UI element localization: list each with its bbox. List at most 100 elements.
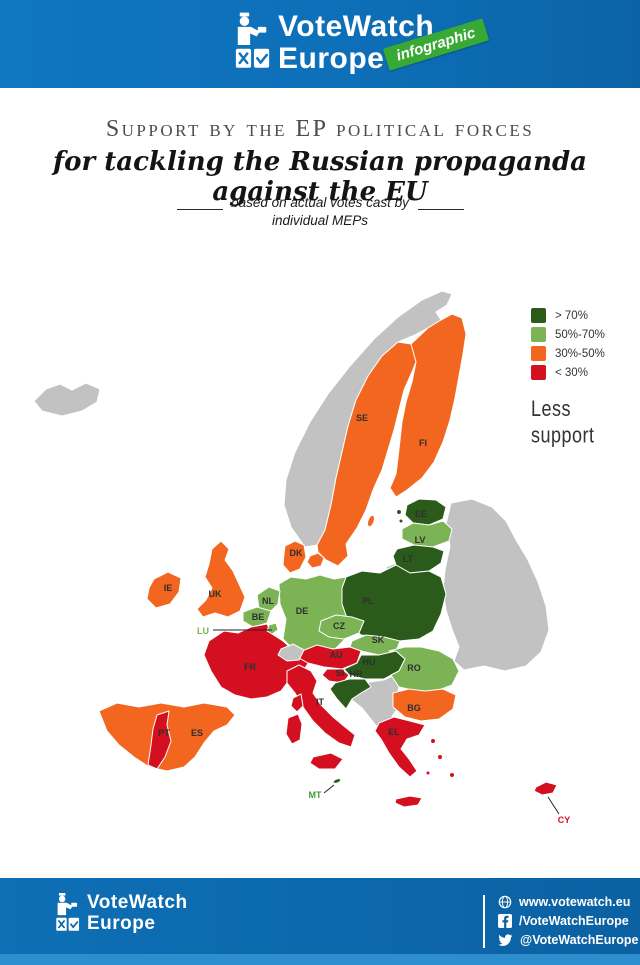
ballot-box-icon — [56, 893, 80, 931]
country-label-hr: HR — [350, 669, 363, 679]
country-switzerland — [277, 643, 305, 662]
island-aegean-3 — [425, 770, 431, 776]
subtitle-note-line1: based on actual votes cast by — [231, 195, 409, 210]
footer-link-twitter[interactable]: @VoteWatchEurope — [498, 933, 638, 947]
island-crete — [394, 795, 423, 808]
footer-divider — [483, 895, 485, 948]
footer-bottom-strip — [0, 954, 640, 965]
country-label-ee: EE — [415, 509, 427, 519]
country-label-ro: RO — [407, 663, 421, 673]
country-label-it: IT — [316, 697, 325, 707]
country-belgium — [242, 606, 272, 628]
legend-swatch-50-70 — [531, 327, 546, 342]
header-banner: VoteWatch Europe infographic — [0, 0, 640, 88]
country-united-kingdom — [196, 540, 246, 618]
country-croatia — [329, 678, 372, 710]
island-hiiumaa — [398, 518, 404, 524]
country-estonia — [404, 498, 447, 526]
legend-swatch-lt30 — [531, 365, 546, 380]
brand-line2: Europe — [278, 42, 385, 75]
country-cyprus — [533, 781, 558, 796]
country-label-hu: HU — [363, 657, 376, 667]
country-label-fr: FR — [244, 662, 256, 672]
country-malta — [332, 778, 342, 784]
page-title: Support by the EP political forces — [105, 116, 535, 142]
country-czechia — [318, 614, 365, 640]
legend-swatch-gt70 — [531, 308, 546, 323]
country-iceland — [33, 382, 101, 417]
globe-icon — [498, 895, 512, 909]
country-label-si: SI — [336, 668, 345, 678]
island-sicily — [309, 752, 344, 770]
country-ireland — [146, 571, 182, 609]
country-label-de: DE — [296, 606, 309, 616]
country-label-be: BE — [252, 612, 265, 622]
subtitle-note-line2: individual MEPs — [271, 212, 369, 228]
country-label-cz: CZ — [333, 621, 345, 631]
country-label-lv: LV — [415, 535, 426, 545]
footer-link-facebook-text: /VoteWatchEurope — [519, 914, 629, 928]
footer-banner: VoteWatch Europe www.votewatch.eu /VoteW — [0, 878, 640, 965]
country-label-bg: BG — [407, 703, 421, 713]
island-rhodes — [449, 772, 455, 778]
footer-link-website[interactable]: www.votewatch.eu — [498, 895, 638, 909]
country-label-lt: LT — [403, 554, 414, 564]
legend-row-lt30: < 30% — [531, 365, 636, 380]
country-portugal — [147, 710, 172, 770]
ballot-box-icon — [235, 12, 270, 68]
legend-label-gt70: > 70% — [555, 309, 588, 322]
legend-caption: Less support — [531, 396, 595, 448]
country-lithuania — [392, 544, 445, 574]
facebook-icon — [498, 914, 512, 928]
footer-brand-line1: VoteWatch — [87, 892, 188, 913]
footer-link-facebook[interactable]: /VoteWatchEurope — [498, 914, 638, 928]
twitter-icon — [498, 933, 513, 946]
footer-links: www.votewatch.eu /VoteWatchEurope @VoteW… — [498, 895, 638, 952]
country-denmark — [282, 540, 307, 574]
footer-brand-line2: Europe — [87, 913, 156, 934]
legend-row-gt70: > 70% — [531, 308, 636, 323]
footer-link-twitter-text: @VoteWatchEurope — [520, 933, 639, 947]
country-label-mt: MT — [309, 790, 322, 800]
malta-pointer-line — [323, 784, 335, 794]
votewatch-logo: VoteWatch Europe — [234, 11, 434, 77]
footer-link-website-text: www.votewatch.eu — [519, 895, 631, 909]
country-label-lu: LU — [197, 626, 209, 636]
legend-label-30-50: 30%-50% — [555, 347, 605, 360]
country-greece — [374, 716, 426, 778]
country-luxembourg — [266, 622, 279, 635]
country-latvia — [401, 520, 453, 548]
footer-votewatch-logo: VoteWatch Europe — [55, 892, 188, 937]
country-label-se: SE — [356, 413, 368, 423]
country-label-pt: PT — [158, 728, 170, 738]
country-label-dk: DK — [290, 548, 303, 558]
country-bulgaria — [392, 688, 457, 722]
country-east-noneu — [442, 498, 550, 672]
country-germany — [278, 574, 350, 655]
island-corsica — [290, 693, 304, 713]
country-label-cy: CY — [558, 815, 571, 825]
country-label-fi: FI — [419, 438, 427, 448]
island-sardinia — [285, 713, 303, 745]
island-aegean-1 — [430, 738, 436, 744]
legend-row-30-50: 30%-50% — [531, 346, 636, 361]
legend-swatch-30-50 — [531, 346, 546, 361]
cyprus-pointer-line — [547, 796, 560, 815]
country-label-nl: NL — [262, 596, 274, 606]
brand-line1: VoteWatch — [278, 10, 435, 43]
country-label-uk: UK — [209, 589, 222, 599]
country-label-au: AU — [330, 650, 343, 660]
page-subtitle: for tackling the Russian propaganda agai… — [52, 147, 588, 207]
island-aegean-2 — [437, 754, 443, 760]
country-label-es: ES — [191, 728, 203, 738]
legend-row-50-70: 50%-70% — [531, 327, 636, 342]
country-label-el: EL — [388, 727, 400, 737]
country-romania — [388, 646, 460, 692]
legend-label-lt30: < 30% — [555, 366, 588, 379]
map-legend: > 70% 50%-70% 30%-50% < 30% Less support — [531, 308, 636, 447]
note-dash-right — [418, 209, 464, 210]
note-dash-left — [177, 209, 223, 210]
subtitle-note: based on actual votes cast by individual… — [0, 194, 640, 229]
